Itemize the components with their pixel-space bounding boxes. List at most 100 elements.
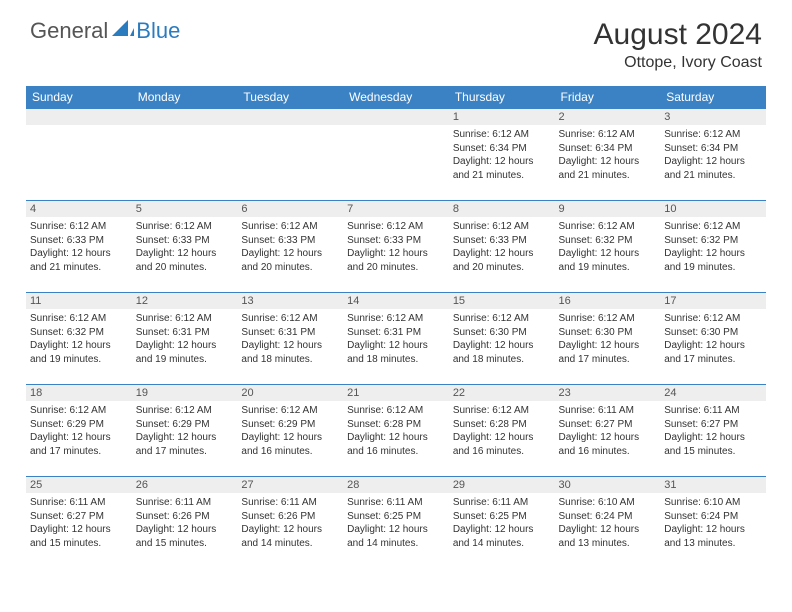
day-number: 22 — [449, 385, 555, 401]
calendar-day-cell: 24Sunrise: 6:11 AMSunset: 6:27 PMDayligh… — [660, 385, 766, 477]
logo-text-blue: Blue — [136, 18, 180, 44]
day-number: 3 — [660, 109, 766, 125]
day-content: Sunrise: 6:12 AMSunset: 6:30 PMDaylight:… — [660, 309, 766, 370]
calendar-day-cell: 26Sunrise: 6:11 AMSunset: 6:26 PMDayligh… — [132, 477, 238, 569]
day-content: Sunrise: 6:12 AMSunset: 6:34 PMDaylight:… — [555, 125, 661, 186]
calendar-day-cell: 3Sunrise: 6:12 AMSunset: 6:34 PMDaylight… — [660, 109, 766, 201]
day-content: Sunrise: 6:10 AMSunset: 6:24 PMDaylight:… — [555, 493, 661, 554]
calendar-day-cell: 30Sunrise: 6:10 AMSunset: 6:24 PMDayligh… — [555, 477, 661, 569]
day-number: 15 — [449, 293, 555, 309]
logo-sail-icon — [112, 20, 134, 43]
day-content: Sunrise: 6:12 AMSunset: 6:34 PMDaylight:… — [660, 125, 766, 186]
calendar-day-cell: 9Sunrise: 6:12 AMSunset: 6:32 PMDaylight… — [555, 201, 661, 293]
day-content: Sunrise: 6:12 AMSunset: 6:33 PMDaylight:… — [343, 217, 449, 278]
day-number: 4 — [26, 201, 132, 217]
calendar-day-cell: 25Sunrise: 6:11 AMSunset: 6:27 PMDayligh… — [26, 477, 132, 569]
day-number — [343, 109, 449, 125]
day-number: 29 — [449, 477, 555, 493]
title-block: August 2024 Ottope, Ivory Coast — [594, 18, 762, 72]
calendar-day-cell: 18Sunrise: 6:12 AMSunset: 6:29 PMDayligh… — [26, 385, 132, 477]
calendar-day-cell: 10Sunrise: 6:12 AMSunset: 6:32 PMDayligh… — [660, 201, 766, 293]
calendar-day-cell: 27Sunrise: 6:11 AMSunset: 6:26 PMDayligh… — [237, 477, 343, 569]
day-number: 24 — [660, 385, 766, 401]
day-content: Sunrise: 6:12 AMSunset: 6:31 PMDaylight:… — [343, 309, 449, 370]
day-number — [26, 109, 132, 125]
calendar-day-cell — [132, 109, 238, 201]
day-content: Sunrise: 6:12 AMSunset: 6:33 PMDaylight:… — [132, 217, 238, 278]
calendar-day-cell: 29Sunrise: 6:11 AMSunset: 6:25 PMDayligh… — [449, 477, 555, 569]
weekday-header: Friday — [555, 86, 661, 109]
day-number: 23 — [555, 385, 661, 401]
day-content: Sunrise: 6:11 AMSunset: 6:27 PMDaylight:… — [26, 493, 132, 554]
day-number: 30 — [555, 477, 661, 493]
day-number: 25 — [26, 477, 132, 493]
day-number: 1 — [449, 109, 555, 125]
day-number: 26 — [132, 477, 238, 493]
calendar-day-cell: 1Sunrise: 6:12 AMSunset: 6:34 PMDaylight… — [449, 109, 555, 201]
day-number: 18 — [26, 385, 132, 401]
day-content: Sunrise: 6:11 AMSunset: 6:25 PMDaylight:… — [343, 493, 449, 554]
day-number: 13 — [237, 293, 343, 309]
calendar-day-cell — [343, 109, 449, 201]
day-content: Sunrise: 6:12 AMSunset: 6:32 PMDaylight:… — [555, 217, 661, 278]
calendar-day-cell: 16Sunrise: 6:12 AMSunset: 6:30 PMDayligh… — [555, 293, 661, 385]
calendar-day-cell: 14Sunrise: 6:12 AMSunset: 6:31 PMDayligh… — [343, 293, 449, 385]
day-number: 12 — [132, 293, 238, 309]
day-number: 6 — [237, 201, 343, 217]
calendar-body: 1Sunrise: 6:12 AMSunset: 6:34 PMDaylight… — [26, 109, 766, 569]
day-content: Sunrise: 6:12 AMSunset: 6:33 PMDaylight:… — [449, 217, 555, 278]
calendar-day-cell — [26, 109, 132, 201]
weekday-header: Monday — [132, 86, 238, 109]
day-number: 9 — [555, 201, 661, 217]
day-number: 28 — [343, 477, 449, 493]
calendar-day-cell: 11Sunrise: 6:12 AMSunset: 6:32 PMDayligh… — [26, 293, 132, 385]
day-content: Sunrise: 6:12 AMSunset: 6:29 PMDaylight:… — [132, 401, 238, 462]
day-number: 7 — [343, 201, 449, 217]
day-number: 2 — [555, 109, 661, 125]
weekday-header: Wednesday — [343, 86, 449, 109]
day-number: 16 — [555, 293, 661, 309]
day-content: Sunrise: 6:12 AMSunset: 6:31 PMDaylight:… — [237, 309, 343, 370]
calendar-day-cell: 23Sunrise: 6:11 AMSunset: 6:27 PMDayligh… — [555, 385, 661, 477]
calendar-day-cell: 31Sunrise: 6:10 AMSunset: 6:24 PMDayligh… — [660, 477, 766, 569]
day-content: Sunrise: 6:12 AMSunset: 6:29 PMDaylight:… — [237, 401, 343, 462]
day-number: 11 — [26, 293, 132, 309]
calendar-week-row: 25Sunrise: 6:11 AMSunset: 6:27 PMDayligh… — [26, 477, 766, 569]
calendar-day-cell: 15Sunrise: 6:12 AMSunset: 6:30 PMDayligh… — [449, 293, 555, 385]
day-content: Sunrise: 6:12 AMSunset: 6:32 PMDaylight:… — [26, 309, 132, 370]
weekday-header: Saturday — [660, 86, 766, 109]
month-title: August 2024 — [594, 18, 762, 52]
header: General Blue August 2024 Ottope, Ivory C… — [0, 0, 792, 80]
calendar-week-row: 1Sunrise: 6:12 AMSunset: 6:34 PMDaylight… — [26, 109, 766, 201]
calendar-week-row: 18Sunrise: 6:12 AMSunset: 6:29 PMDayligh… — [26, 385, 766, 477]
calendar-day-cell: 13Sunrise: 6:12 AMSunset: 6:31 PMDayligh… — [237, 293, 343, 385]
day-content: Sunrise: 6:11 AMSunset: 6:26 PMDaylight:… — [132, 493, 238, 554]
day-content: Sunrise: 6:12 AMSunset: 6:33 PMDaylight:… — [26, 217, 132, 278]
day-content: Sunrise: 6:12 AMSunset: 6:34 PMDaylight:… — [449, 125, 555, 186]
calendar-week-row: 4Sunrise: 6:12 AMSunset: 6:33 PMDaylight… — [26, 201, 766, 293]
weekday-header: Sunday — [26, 86, 132, 109]
calendar-table: SundayMondayTuesdayWednesdayThursdayFrid… — [26, 86, 766, 569]
weekday-header: Thursday — [449, 86, 555, 109]
calendar-day-cell: 6Sunrise: 6:12 AMSunset: 6:33 PMDaylight… — [237, 201, 343, 293]
logo-text-general: General — [30, 18, 108, 44]
calendar-day-cell: 21Sunrise: 6:12 AMSunset: 6:28 PMDayligh… — [343, 385, 449, 477]
calendar-day-cell: 7Sunrise: 6:12 AMSunset: 6:33 PMDaylight… — [343, 201, 449, 293]
location: Ottope, Ivory Coast — [594, 54, 762, 72]
day-number — [237, 109, 343, 125]
day-content: Sunrise: 6:12 AMSunset: 6:32 PMDaylight:… — [660, 217, 766, 278]
day-number: 10 — [660, 201, 766, 217]
day-number: 20 — [237, 385, 343, 401]
logo: General Blue — [30, 18, 180, 44]
day-content: Sunrise: 6:12 AMSunset: 6:31 PMDaylight:… — [132, 309, 238, 370]
calendar-day-cell: 28Sunrise: 6:11 AMSunset: 6:25 PMDayligh… — [343, 477, 449, 569]
day-content: Sunrise: 6:12 AMSunset: 6:30 PMDaylight:… — [555, 309, 661, 370]
day-content: Sunrise: 6:12 AMSunset: 6:29 PMDaylight:… — [26, 401, 132, 462]
calendar-day-cell: 20Sunrise: 6:12 AMSunset: 6:29 PMDayligh… — [237, 385, 343, 477]
day-content: Sunrise: 6:11 AMSunset: 6:25 PMDaylight:… — [449, 493, 555, 554]
calendar-day-cell: 8Sunrise: 6:12 AMSunset: 6:33 PMDaylight… — [449, 201, 555, 293]
calendar-day-cell: 5Sunrise: 6:12 AMSunset: 6:33 PMDaylight… — [132, 201, 238, 293]
calendar-day-cell: 4Sunrise: 6:12 AMSunset: 6:33 PMDaylight… — [26, 201, 132, 293]
day-content: Sunrise: 6:12 AMSunset: 6:28 PMDaylight:… — [343, 401, 449, 462]
weekday-header: Tuesday — [237, 86, 343, 109]
